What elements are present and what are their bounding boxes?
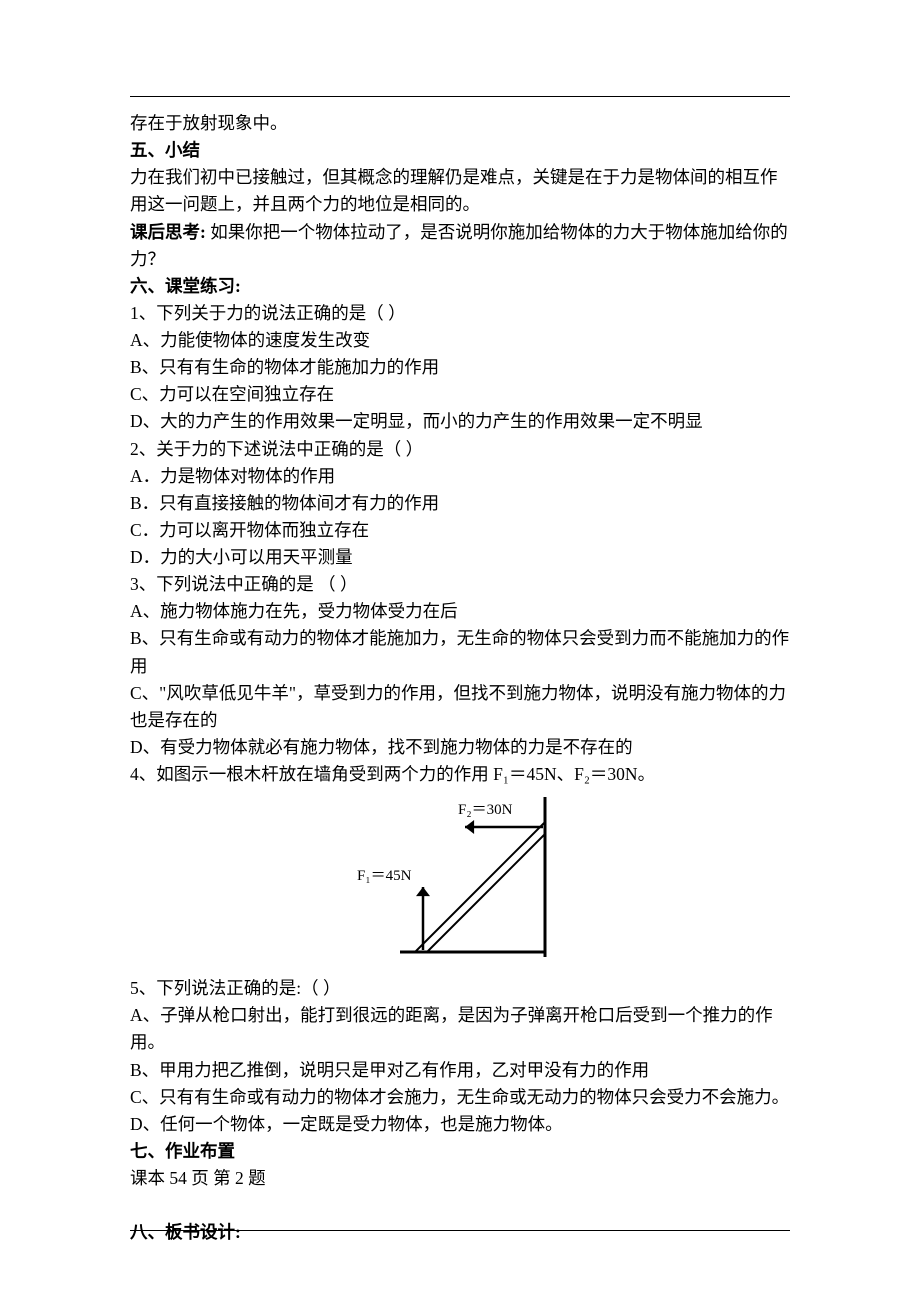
q1-stem: 1、下列关于力的说法正确的是（ ） — [130, 300, 790, 327]
q5-option-b: B、甲用力把乙推倒，说明只是甲对乙有作用，乙对甲没有力的作用 — [130, 1057, 790, 1084]
q3-option-a: A、施力物体施力在先，受力物体受力在后 — [130, 598, 790, 625]
post-thinking-label: 课后思考: — [130, 222, 206, 242]
q3-option-c: C、"风吹草低见牛羊"，草受到力的作用，但找不到施力物体，说明没有施力物体的力也… — [130, 680, 790, 734]
q1-option-b: B、只有有生命的物体才能施加力的作用 — [130, 354, 790, 381]
rod-in-corner-diagram: F₁＝45N F₂＝30N — [345, 792, 575, 967]
post-thinking-body: 如果你把一个物体拉动了，是否说明你施加给物体的力大于物体施加给你的力？ — [130, 222, 788, 269]
q5-stem: 5、下列说法正确的是:（ ） — [130, 975, 790, 1002]
q4-stem: 4、如图示一根木杆放在墙角受到两个力的作用 F₁＝45N、F₂＝30N。 — [130, 761, 790, 788]
svg-text:F₂＝30N: F₂＝30N — [458, 802, 513, 818]
post-thinking: 课后思考: 如果你把一个物体拉动了，是否说明你施加给物体的力大于物体施加给你的力… — [130, 219, 790, 273]
q1-option-a: A、力能使物体的速度发生改变 — [130, 327, 790, 354]
q1-option-d: D、大的力产生的作用效果一定明显，而小的力产生的作用效果一定不明显 — [130, 408, 790, 435]
figure-q4: F₁＝45N F₂＝30N — [130, 792, 790, 967]
section-7-title: 七、作业布置 — [130, 1138, 790, 1165]
q3-option-b: B、只有生命或有动力的物体才能施加力，无生命的物体只会受到力而不能施加力的作用 — [130, 625, 790, 679]
q5-option-d: D、任何一个物体，一定既是受力物体，也是施力物体。 — [130, 1111, 790, 1138]
section-5-paragraph: 力在我们初中已接触过，但其概念的理解仍是难点，关键是在于力是物体间的相互作用这一… — [130, 164, 790, 218]
q5-option-c: C、只有有生命或有动力的物体才会施力，无生命或无动力的物体只会受力不会施力。 — [130, 1084, 790, 1111]
q1-option-c: C、力可以在空间独立存在 — [130, 381, 790, 408]
q3-option-d: D、有受力物体就必有施力物体，找不到施力物体的力是不存在的 — [130, 734, 790, 761]
spacer-blank — [130, 1192, 790, 1219]
q2-option-a: A．力是物体对物体的作用 — [130, 463, 790, 490]
q3-stem: 3、下列说法中正确的是 （ ） — [130, 571, 790, 598]
section-5-title: 五、小结 — [130, 137, 790, 164]
q2-stem: 2、关于力的下述说法中正确的是（ ） — [130, 436, 790, 463]
section-8-title: 八、板书设计: — [130, 1219, 790, 1246]
q2-option-b: B．只有直接接触的物体间才有力的作用 — [130, 490, 790, 517]
svg-text:F₁＝45N: F₁＝45N — [357, 868, 412, 884]
document-body: 存在于放射现象中。 五、小结 力在我们初中已接触过，但其概念的理解仍是难点，关键… — [130, 110, 790, 1246]
continuation-line: 存在于放射现象中。 — [130, 110, 790, 137]
q5-option-a: A、子弹从枪口射出，能打到很远的距离，是因为子弹离开枪口后受到一个推力的作用。 — [130, 1002, 790, 1056]
q2-option-d: D．力的大小可以用天平测量 — [130, 544, 790, 571]
section-6-title: 六、课堂练习: — [130, 273, 790, 300]
top-rule — [130, 96, 790, 97]
q2-option-c: C．力可以离开物体而独立存在 — [130, 517, 790, 544]
section-7-body: 课本 54 页 第 2 题 — [130, 1165, 790, 1192]
document-page: { "text": { "line_prev_cont": "存在于放射现象中。… — [0, 0, 920, 1302]
